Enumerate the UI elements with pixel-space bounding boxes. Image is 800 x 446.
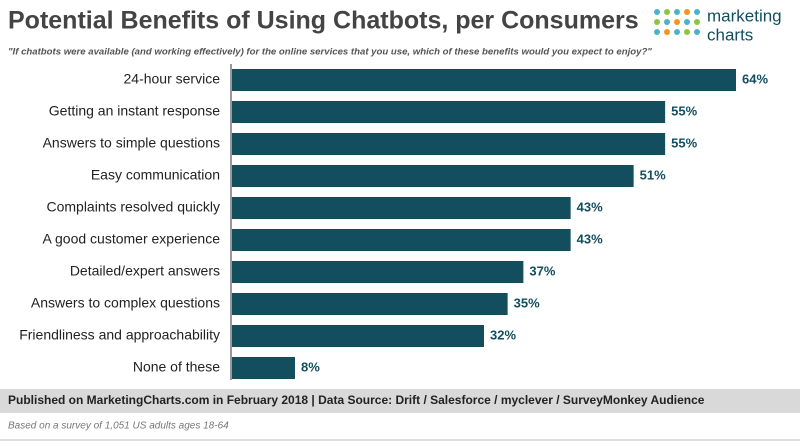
category-label: Getting an instant response: [49, 103, 220, 119]
category-label: None of these: [133, 359, 220, 375]
category-label: Easy communication: [91, 167, 220, 183]
value-label: 51%: [640, 167, 666, 182]
value-label: 37%: [529, 263, 555, 278]
bar: [232, 165, 634, 187]
source-band: [0, 389, 800, 413]
logo-text: marketing: [707, 6, 782, 25]
bar: [232, 229, 571, 251]
value-label: 35%: [514, 295, 540, 310]
value-label: 55%: [671, 135, 697, 150]
bar: [232, 261, 524, 283]
value-label: 43%: [577, 199, 603, 214]
bar: [232, 197, 571, 219]
bar: [232, 293, 508, 315]
value-label: 55%: [671, 103, 697, 118]
chart-subtitle: "If chatbots were available (and working…: [8, 47, 652, 58]
note: Based on a survey of 1,051 US adults age…: [8, 421, 229, 432]
category-label: Detailed/expert answers: [70, 263, 220, 279]
category-label: Friendliness and approachability: [19, 327, 220, 343]
bar: [232, 357, 295, 379]
bar: [232, 69, 736, 91]
value-label: 8%: [301, 359, 320, 374]
value-label: 32%: [490, 327, 516, 342]
chart-title: Potential Benefits of Using Chatbots, pe…: [8, 7, 639, 35]
category-label: Complaints resolved quickly: [46, 199, 220, 215]
category-label: 24-hour service: [124, 71, 221, 87]
bar: [232, 101, 666, 123]
value-label: 64%: [742, 71, 768, 86]
category-label: Answers to simple questions: [43, 135, 220, 151]
category-label: Answers to complex questions: [31, 295, 220, 311]
bar: [232, 133, 666, 155]
logo-dots: [654, 9, 700, 35]
bar: [232, 325, 484, 347]
value-label: 43%: [577, 231, 603, 246]
category-label: A good customer experience: [43, 231, 221, 247]
source: Published on MarketingCharts.com in Febr…: [8, 393, 705, 407]
logo-text: charts: [707, 25, 753, 44]
